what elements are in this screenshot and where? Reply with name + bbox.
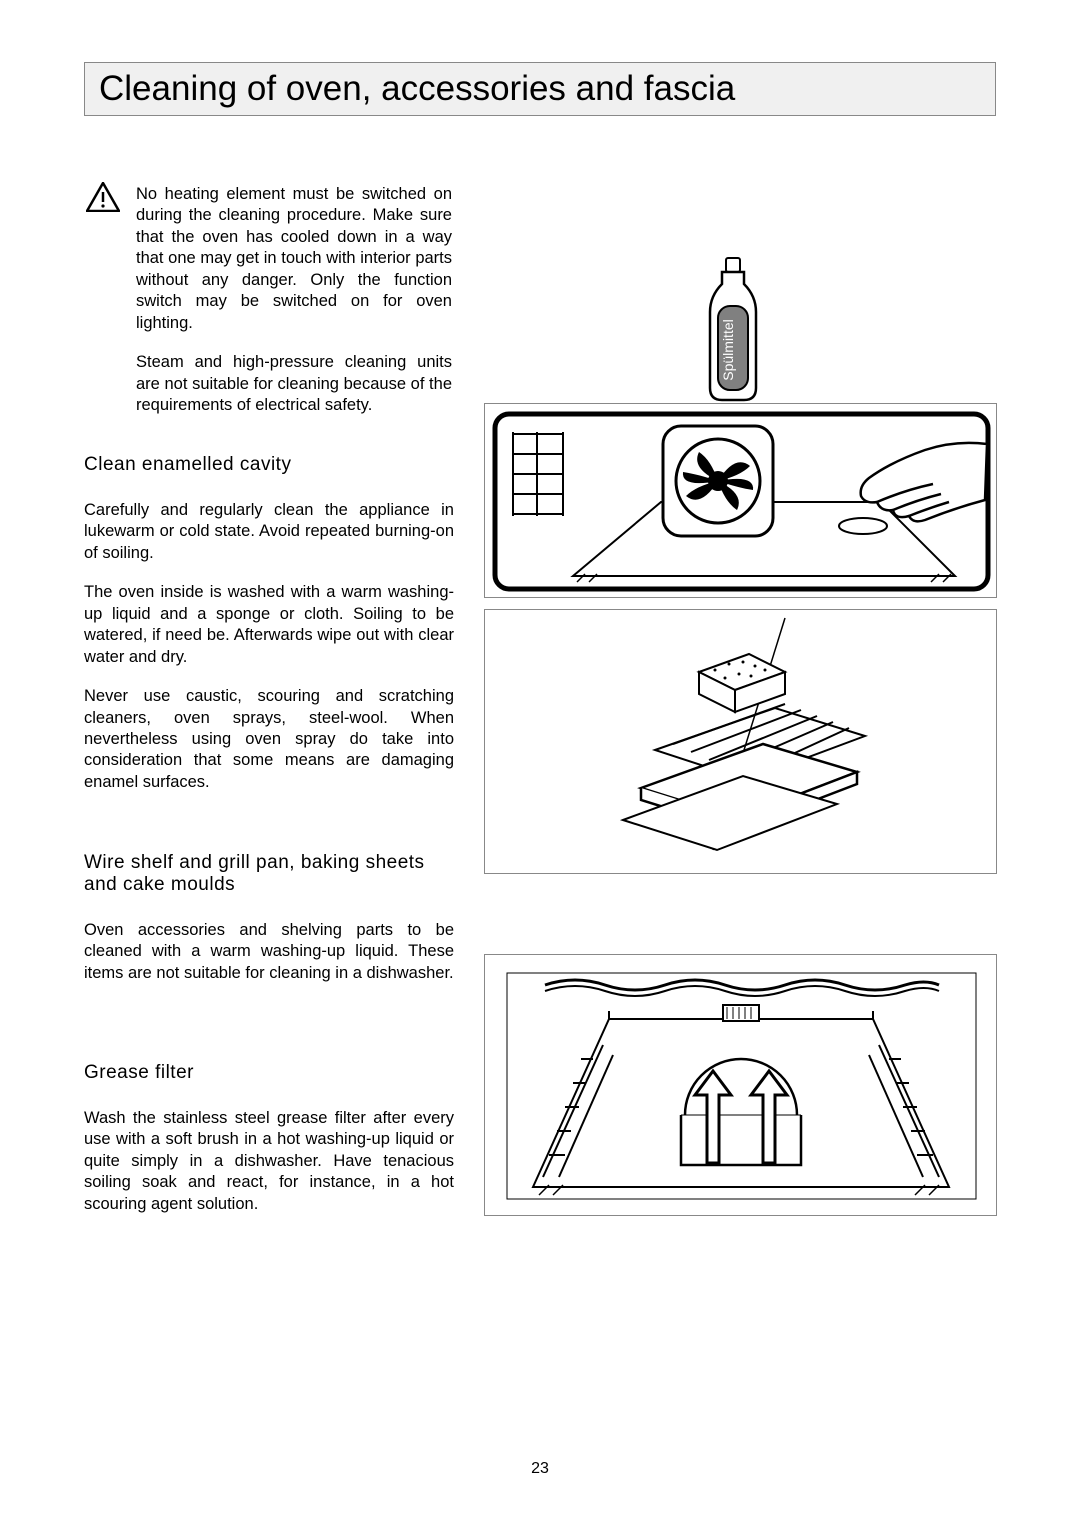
section1-p3: Never use caustic, scouring and scratchi…	[84, 686, 454, 793]
warning-icon	[86, 182, 120, 212]
section3-p1: Wash the stainless steel grease filter a…	[84, 1108, 454, 1215]
section1-heading: Clean enamelled cavity	[84, 454, 454, 476]
warning-p1: No heating element must be switched on d…	[136, 184, 452, 334]
section-grease-filter: Grease filter Wash the stainless steel g…	[84, 1062, 454, 1233]
figure-grease-filter	[484, 954, 997, 1216]
page-number: 23	[0, 1460, 1080, 1478]
bottle-illustration: Spülmittel	[690, 256, 774, 404]
section2-p1: Oven accessories and shelving parts to b…	[84, 920, 454, 984]
bottle-label: Spülmittel	[720, 319, 736, 380]
figure-accessories	[484, 609, 997, 874]
figure-oven-cleaning	[484, 403, 997, 598]
page-title: Cleaning of oven, accessories and fascia	[84, 62, 996, 116]
section1-p1: Carefully and regularly clean the applia…	[84, 500, 454, 564]
warning-text: No heating element must be switched on d…	[136, 184, 452, 434]
section-wire-shelf: Wire shelf and grill pan, baking sheets …	[84, 852, 454, 1002]
section-clean-cavity: Clean enamelled cavity Carefully and reg…	[84, 454, 454, 811]
section3-heading: Grease filter	[84, 1062, 454, 1084]
section1-p2: The oven inside is washed with a warm wa…	[84, 582, 454, 668]
warning-p2: Steam and high-pressure cleaning units a…	[136, 352, 452, 416]
section2-heading: Wire shelf and grill pan, baking sheets …	[84, 852, 454, 896]
